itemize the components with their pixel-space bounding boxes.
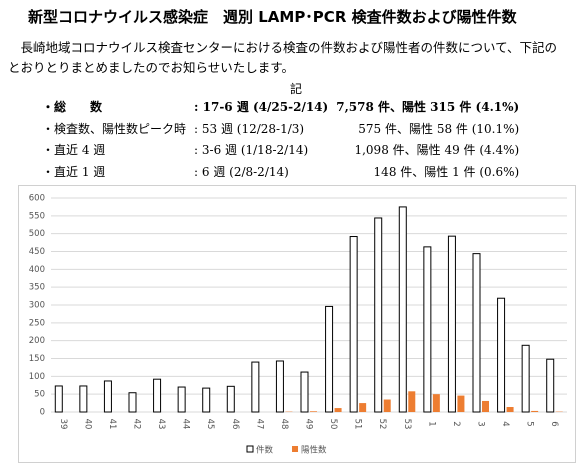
bar bbox=[522, 345, 529, 412]
bar bbox=[498, 298, 505, 412]
summary-cell: : 17-6 週 (4/25-2/14) bbox=[190, 96, 332, 118]
bar bbox=[104, 381, 111, 412]
bar bbox=[301, 372, 308, 412]
summary-cell: 148 件、陽性 1 件 (0.6%) bbox=[332, 161, 523, 183]
y-tick-label: 550 bbox=[29, 211, 45, 221]
bar bbox=[399, 207, 406, 412]
y-tick-label: 250 bbox=[29, 318, 45, 328]
x-tick-label: 4 bbox=[500, 421, 510, 426]
bar bbox=[335, 408, 342, 412]
bar bbox=[80, 386, 87, 412]
summary-cell: : 6 週 (2/8-2/14) bbox=[190, 161, 332, 183]
bar bbox=[424, 247, 431, 412]
x-tick-label: 1 bbox=[426, 421, 436, 426]
y-tick-label: 50 bbox=[34, 390, 45, 400]
summary-row: ・直近 1 週: 6 週 (2/8-2/14)148 件、陽性 1 件 (0.6… bbox=[38, 161, 523, 183]
bar bbox=[507, 407, 514, 412]
x-tick-label: 52 bbox=[377, 419, 387, 430]
y-tick-label: 0 bbox=[40, 408, 45, 418]
bar bbox=[433, 394, 440, 412]
note: 記 bbox=[290, 80, 302, 97]
x-tick-label: 48 bbox=[279, 419, 289, 430]
summary-cell: ・検査数、陽性数ピーク時 bbox=[38, 118, 190, 140]
legend-swatch bbox=[292, 446, 298, 452]
bar bbox=[457, 396, 464, 412]
bar bbox=[227, 386, 234, 412]
x-tick-label: 45 bbox=[205, 419, 215, 430]
x-tick-label: 43 bbox=[156, 419, 166, 430]
legend-swatch bbox=[247, 446, 253, 452]
bar bbox=[482, 401, 489, 412]
x-tick-label: 44 bbox=[181, 419, 191, 430]
bar bbox=[359, 403, 366, 412]
summary-cell: : 53 週 (12/28-1/3) bbox=[190, 118, 332, 140]
y-tick-label: 200 bbox=[29, 336, 45, 346]
y-tick-label: 100 bbox=[29, 372, 45, 382]
x-tick-label: 51 bbox=[353, 419, 363, 430]
x-tick-label: 42 bbox=[132, 419, 142, 430]
legend-label: 陽性数 bbox=[301, 445, 327, 456]
bar bbox=[55, 386, 62, 412]
summary-cell: ・直近 4 週 bbox=[38, 139, 190, 161]
x-tick-label: 40 bbox=[82, 419, 92, 430]
bar bbox=[350, 237, 357, 412]
x-tick-label: 2 bbox=[451, 421, 461, 426]
summary-cell: 1,098 件、陽性 49 件 (4.4%) bbox=[332, 139, 523, 161]
summary-cell: : 3-6 週 (1/18-2/14) bbox=[190, 139, 332, 161]
bar bbox=[178, 387, 185, 412]
summary-cell: ・総 数 bbox=[38, 96, 190, 118]
bar bbox=[531, 411, 538, 412]
y-tick-label: 350 bbox=[29, 283, 45, 293]
summary: ・総 数: 17-6 週 (4/25-2/14)7,578 件、陽性 315 件… bbox=[38, 96, 523, 182]
bar bbox=[375, 218, 382, 412]
bar bbox=[326, 306, 333, 412]
x-tick-label: 5 bbox=[525, 421, 535, 426]
x-tick-label: 46 bbox=[230, 419, 240, 430]
summary-cell: ・直近 1 週 bbox=[38, 161, 190, 183]
bar bbox=[310, 411, 317, 412]
x-tick-label: 50 bbox=[328, 419, 338, 430]
summary-row: ・検査数、陽性数ピーク時: 53 週 (12/28-1/3)575 件、陽性 5… bbox=[38, 118, 523, 140]
y-tick-label: 450 bbox=[29, 247, 45, 257]
bar bbox=[473, 254, 480, 412]
title: 新型コロナウイルス感染症 週別 LAMP･PCR 検査件数および陽性件数 bbox=[28, 6, 517, 27]
y-tick-label: 150 bbox=[29, 354, 45, 364]
bar bbox=[129, 393, 136, 412]
y-tick-label: 300 bbox=[29, 301, 45, 311]
x-tick-label: 6 bbox=[549, 421, 559, 426]
bar bbox=[408, 391, 415, 412]
x-tick-label: 3 bbox=[476, 421, 486, 426]
bar bbox=[252, 362, 259, 412]
summary-row: ・直近 4 週: 3-6 週 (1/18-2/14)1,098 件、陽性 49 … bbox=[38, 139, 523, 161]
x-tick-label: 49 bbox=[304, 419, 314, 430]
summary-cell: 575 件、陽性 58 件 (10.1%) bbox=[332, 118, 523, 140]
summary-cell: 7,578 件、陽性 315 件 (4.1%) bbox=[332, 96, 523, 118]
y-tick-label: 500 bbox=[29, 229, 45, 239]
x-tick-label: 53 bbox=[402, 419, 412, 430]
bar bbox=[448, 236, 455, 412]
bar bbox=[203, 388, 210, 412]
y-tick-label: 600 bbox=[29, 194, 45, 204]
bar bbox=[154, 379, 161, 412]
x-tick-label: 47 bbox=[254, 419, 264, 430]
intro: 長崎地域コロナウイルス検査センターにおける検査の件数および陽性者の件数について、… bbox=[8, 38, 568, 78]
bar bbox=[547, 359, 554, 412]
bar bbox=[384, 400, 391, 412]
x-tick-label: 39 bbox=[58, 419, 68, 430]
legend-label: 件数 bbox=[256, 445, 274, 456]
summary-row: ・総 数: 17-6 週 (4/25-2/14)7,578 件、陽性 315 件… bbox=[38, 96, 523, 118]
x-tick-label: 41 bbox=[107, 419, 117, 430]
y-tick-label: 400 bbox=[29, 265, 45, 275]
bar bbox=[276, 361, 283, 412]
